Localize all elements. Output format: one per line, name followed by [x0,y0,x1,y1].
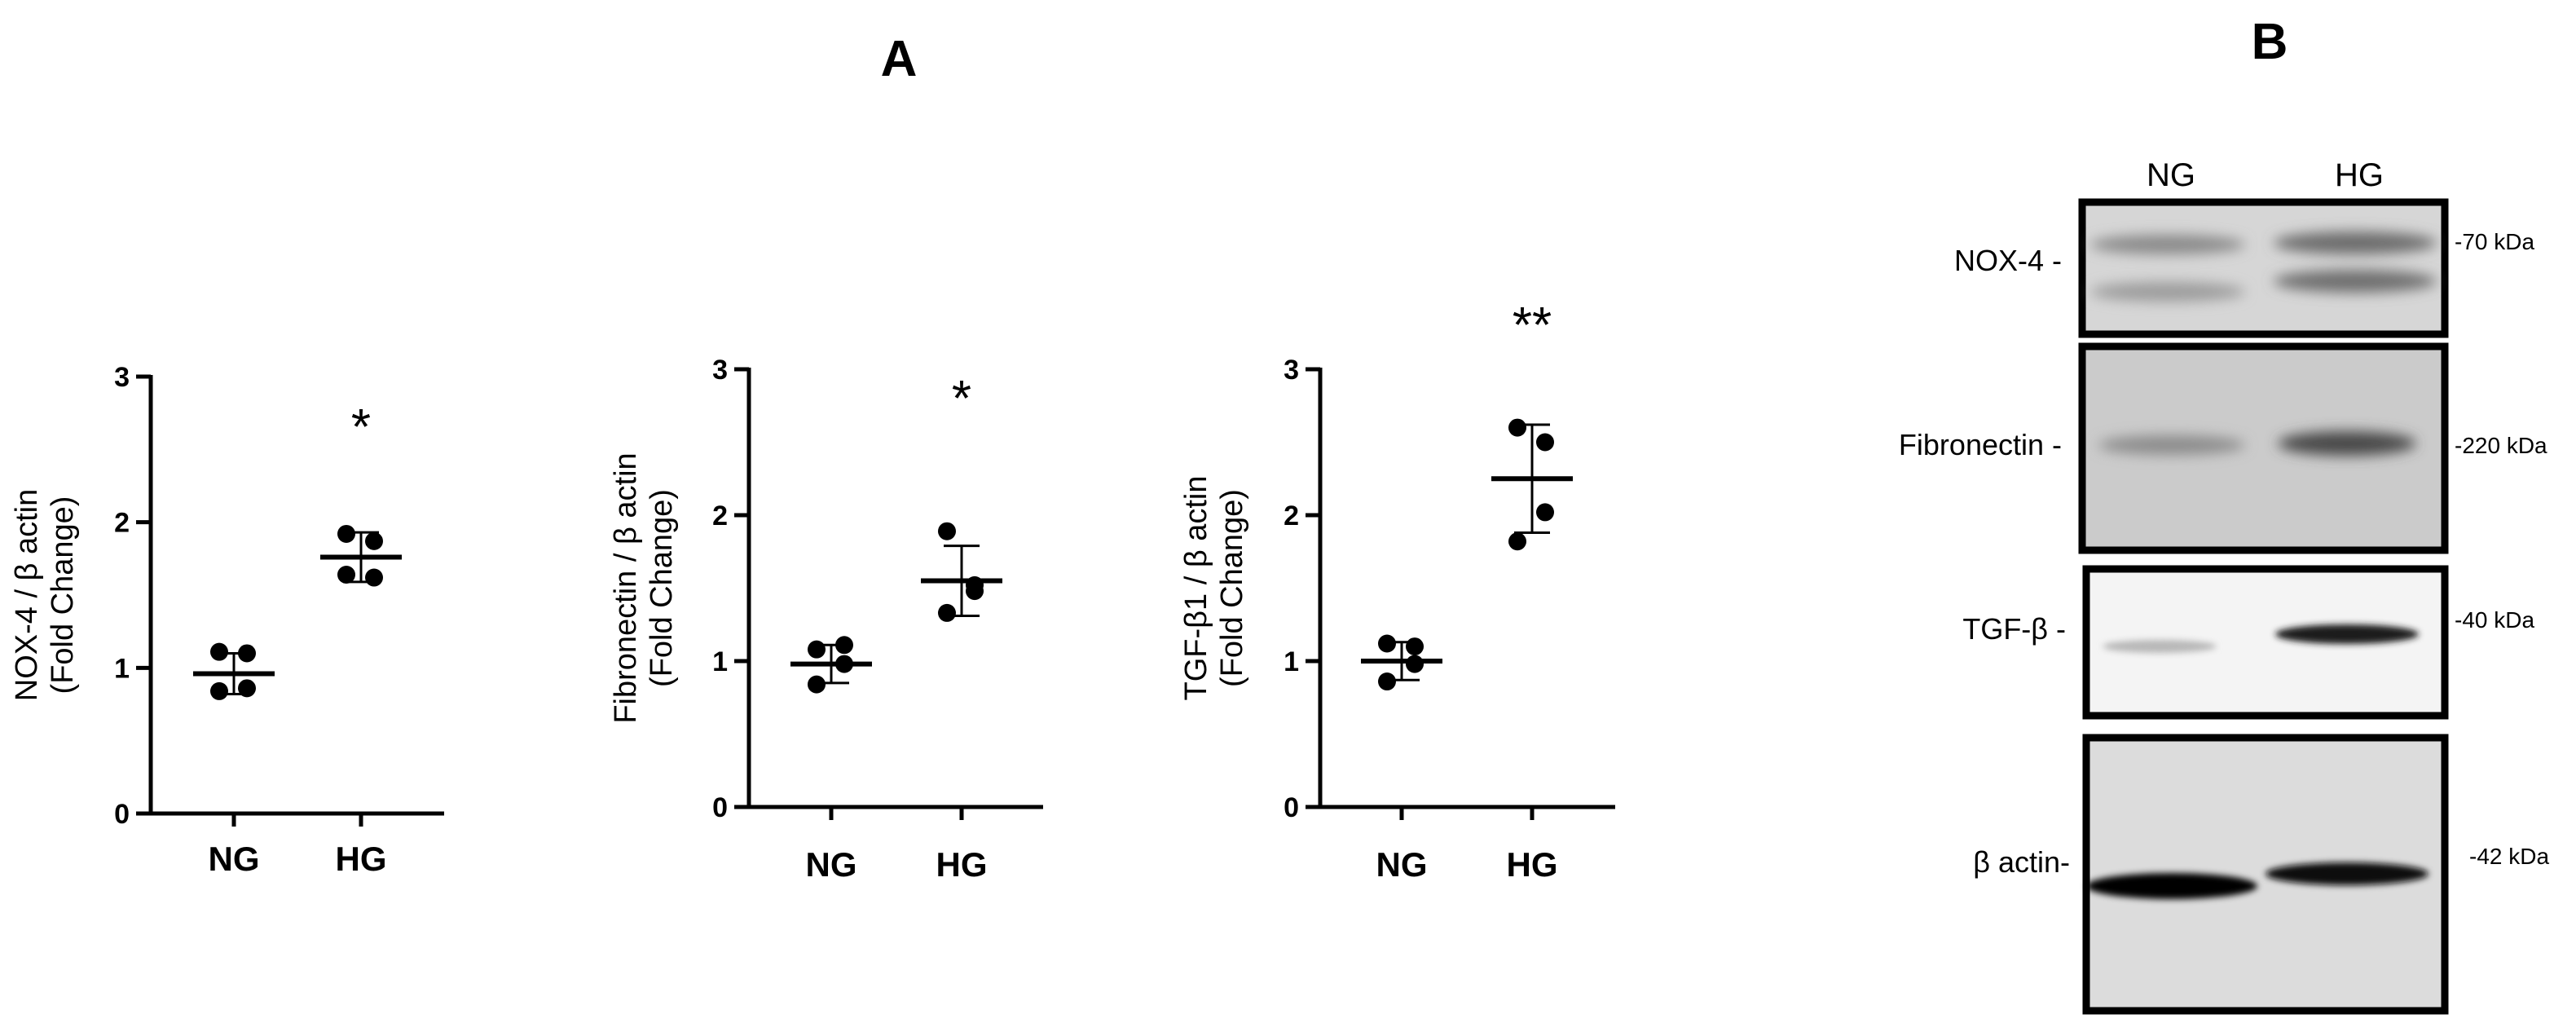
panel-b-label: B [2252,14,2288,70]
y-axis-title-line2: (Fold Change) [1215,489,1249,687]
category-label: NG [806,845,857,884]
data-point [808,675,826,694]
data-point [337,565,355,584]
y-tick-label: 1 [1284,646,1299,677]
band-nox4-ng-upper [2090,235,2245,254]
data-point [1406,655,1424,673]
data-point [808,640,826,659]
significance-marker: ** [1513,298,1552,354]
y-tick-label: 0 [114,799,130,830]
y-tick-label: 2 [114,508,130,539]
band-fibronectin-ng [2098,435,2245,455]
y-tick-label: 2 [712,500,728,531]
protein-label-fibronectin: Fibronectin - [1899,428,2062,461]
band-tgfb-hg [2275,624,2419,644]
y-tick-label: 3 [712,355,728,386]
protein-label-nox4: NOX-4 - [1954,244,2062,277]
data-point [1378,634,1396,653]
significance-marker: * [952,371,971,427]
y-tick-label: 0 [712,792,728,823]
data-point [1536,503,1554,522]
data-point [238,644,256,663]
band-nox4-ng-lower [2090,282,2245,302]
y-axis-title-line1: TGF-β1 / β actin [1179,476,1213,701]
category-label: HG [336,840,387,878]
category-label: HG [1507,845,1558,884]
mw-label-fibronectin: -220 kDa [2455,433,2547,458]
lane-label-hg: HG [2335,157,2384,193]
y-axis-title-line2: (Fold Change) [46,496,80,694]
band-nox4-hg-lower [2274,270,2437,293]
band-tgfb-ng [2103,640,2217,653]
data-point [210,681,228,700]
data-point [966,582,984,601]
chart-3: 0 1 2 3 NG HG TGF-β1 / β actin (Fold Change) ** [1179,298,1615,884]
chart-1: 0 1 2 3 NG HG NOX-4 / β actin (Fold Change) * [10,362,444,878]
data-point [1378,672,1396,691]
western-blot: NG HG NOX-4 - -70 kDa Fibronectin - -220… [1899,157,2549,1015]
y-tick-label: 1 [114,653,130,684]
mw-label-beta-actin: -42 kDa [2469,844,2549,869]
data-point [835,636,853,655]
significance-marker: * [351,399,371,456]
protein-label-tgfb: TGF-β - [1962,612,2066,646]
category-label: HG [936,845,988,884]
mw-label-tgfb: -40 kDa [2455,607,2534,633]
y-tick-label: 1 [712,646,728,677]
band-beta-actin-hg [2266,862,2428,885]
band-beta-actin-ng [2086,873,2257,899]
data-point [938,522,956,540]
blot-frame-nox4 [2078,198,2449,338]
data-point [1508,418,1526,437]
band-fibronectin-hg [2278,431,2416,456]
y-axis-title-line1: NOX-4 / β actin [10,489,44,702]
data-point [835,655,853,673]
y-axis-title-line1: Fibronectin / β actin [609,452,643,723]
chart-2: 0 1 2 3 NG HG Fibronectin / β actin (Fold Chang… [609,355,1043,884]
y-axis-title-line2: (Fold Change) [645,489,679,687]
data-point [365,568,383,587]
data-point [365,531,383,550]
data-point [938,603,956,622]
data-point [1508,532,1526,551]
data-point [1536,433,1554,452]
y-tick-label: 3 [1284,355,1299,386]
mw-label-nox4: -70 kDa [2455,229,2534,254]
category-label: NG [1376,845,1428,884]
data-point [337,524,355,543]
panel-a-label: A [881,31,918,87]
protein-label-beta-actin: β actin- [1973,845,2070,879]
data-point [1406,637,1424,656]
band-nox4-hg-upper [2274,231,2437,254]
data-point [238,679,256,698]
y-tick-label: 3 [114,362,130,393]
lane-label-ng: NG [2147,157,2195,193]
data-point [210,642,228,661]
y-tick-label: 0 [1284,792,1299,823]
category-label: NG [209,840,260,878]
y-tick-label: 2 [1284,500,1299,531]
